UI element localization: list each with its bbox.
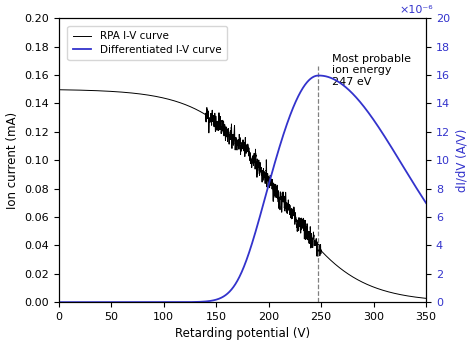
Text: Most probable
ion energy
247 eV: Most probable ion energy 247 eV [331, 54, 410, 87]
RPA I-V curve [56, 88, 62, 92]
Legend: RPA I-V curve, Differentiated I-V curve: RPA I-V curve, Differentiated I-V curve [67, 26, 227, 60]
Differentiated I-V curve [98, 300, 103, 304]
Differentiated I-V curve [56, 300, 62, 304]
Differentiated I-V curve [423, 201, 429, 205]
X-axis label: Retarding potential (V): Retarding potential (V) [175, 327, 310, 340]
RPA I-V curve [119, 90, 125, 94]
Differentiated I-V curve [212, 298, 218, 302]
RPA I-V curve [212, 129, 218, 134]
Y-axis label: Ion current (mA): Ion current (mA) [6, 112, 18, 209]
Differentiated I-V curve [316, 73, 322, 78]
RPA I-V curve [98, 89, 103, 93]
Differentiated I-V curve [376, 126, 382, 130]
RPA I-V curve [416, 295, 422, 300]
Differentiated I-V curve [197, 300, 202, 304]
Line: Differentiated I-V curve: Differentiated I-V curve [59, 75, 426, 302]
RPA I-V curve [376, 287, 382, 291]
Differentiated I-V curve [416, 190, 422, 194]
RPA I-V curve [423, 296, 429, 300]
Text: ×10⁻⁶: ×10⁻⁶ [400, 6, 433, 15]
RPA I-V curve [197, 109, 202, 113]
Differentiated I-V curve [119, 300, 125, 304]
Y-axis label: dI/dV (A/V): dI/dV (A/V) [456, 128, 468, 192]
Line: RPA I-V curve: RPA I-V curve [59, 90, 426, 298]
